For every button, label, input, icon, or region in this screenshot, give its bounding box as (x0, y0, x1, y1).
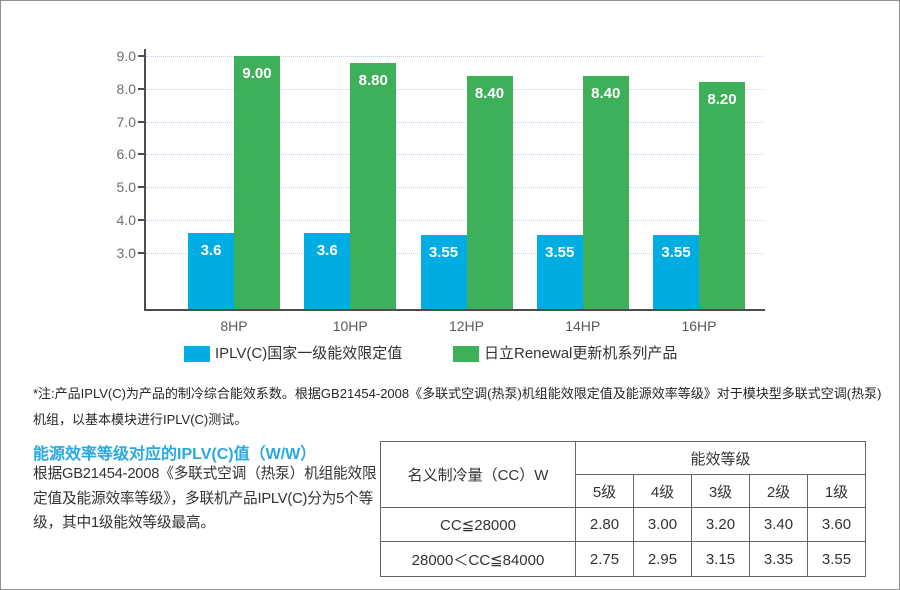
table-range-cell: CC≦28000 (380, 507, 576, 542)
section-body-line: 定值及能源效率等级》，多联机产品IPLV(C)分为5个等 (33, 490, 374, 507)
iplv-bar-chart: 9.0 8.0 7.0 6.0 5.0 4.0 3.0 3.6 9.00 8HP 3.6 8.80 10… (1, 1, 899, 362)
table-value-cell: 3.40 (749, 507, 808, 542)
footnote: *注:产品IPLV(C)为产品的制冷综合能效系数。根据GB21454-2008《… (33, 381, 881, 433)
x-axis-label: 14HP (565, 318, 601, 334)
bar-value-label: 3.55 (428, 243, 459, 261)
y-axis-line (144, 49, 146, 311)
table-level-header: 1级 (807, 474, 866, 508)
y-tick-label: 8.0 (116, 80, 136, 97)
bar-value-label: 3.6 (316, 242, 338, 260)
y-axis-tick (138, 251, 146, 254)
bar-value-label: 9.00 (242, 65, 272, 82)
y-axis-tick (138, 120, 146, 123)
table-level-header: 2级 (749, 474, 808, 508)
efficiency-table: 名义制冷量（CC）W 能效等级 5级 4级 3级 2级 1级 CC≦28000 … (380, 441, 866, 577)
bar-value-label: 8.80 (358, 71, 388, 89)
legend-item-renewal: 日立Renewal更新机系列产品 (453, 346, 677, 362)
section-body-line: 根据GB21454-2008《多联式空调（热泵）机组能效限 (33, 466, 377, 482)
bar-value-label: 3.55 (545, 243, 575, 261)
legend-item-limit: IPLV(C)国家一级能效限定值 (184, 346, 402, 362)
section-body: 根据GB21454-2008《多联式空调（热泵）机组能效限 定值及能源效率等级》… (33, 462, 377, 536)
section-title: 能源效率等级对应的IPLV(C)值（W/W） (33, 446, 317, 463)
bar-10hp-limit: 3.6 (304, 233, 351, 309)
bar-8hp-limit: 3.6 (188, 233, 234, 309)
bar-value-label: 8.40 (591, 84, 621, 102)
gridline (146, 88, 764, 90)
y-axis-tick (138, 55, 146, 57)
bar-12hp-renewal: 8.40 (466, 75, 513, 309)
y-tick-label: 6.0 (116, 146, 136, 163)
x-axis-label: 10HP (332, 318, 368, 334)
y-tick-label: 3.0 (116, 244, 136, 261)
y-tick-label: 7.0 (116, 113, 136, 130)
table-level-header: 4级 (633, 474, 692, 508)
legend-swatch-blue (184, 346, 210, 362)
y-tick-label: 5.0 (116, 179, 136, 196)
bar-14hp-limit: 3.55 (536, 234, 583, 309)
bar-value-label: 8.20 (707, 91, 737, 109)
y-axis-tick (138, 87, 146, 90)
gridline (146, 187, 764, 189)
bar-12hp-limit: 3.55 (420, 234, 467, 309)
bar-16hp-limit: 3.55 (653, 234, 699, 309)
table-level-header: 5级 (575, 474, 634, 508)
bar-8hp-renewal: 9.00 (234, 56, 280, 309)
table-value-cell: 3.60 (807, 507, 866, 542)
y-axis-tick (138, 186, 146, 189)
table-value-cell: 3.15 (691, 541, 750, 577)
table-row-header: 名义制冷量（CC）W (380, 441, 576, 508)
plot-area: 9.0 8.0 7.0 6.0 5.0 4.0 3.0 3.6 9.00 8HP 3.6 8.80 10… (117, 48, 764, 334)
legend-label: IPLV(C)国家一级能效限定值 (215, 345, 403, 362)
bar-14hp-renewal: 8.40 (582, 75, 629, 309)
y-axis-tick (138, 219, 146, 221)
table-range-cell: 28000＜CC≦84000 (380, 541, 576, 577)
gridline (146, 56, 764, 57)
table-value-cell: 2.95 (633, 541, 692, 577)
x-axis-line (144, 309, 765, 311)
bar-value-label: 3.6 (200, 242, 222, 260)
gridline (146, 154, 764, 156)
y-tick-label: 9.0 (116, 48, 136, 64)
y-axis-tick (138, 153, 146, 156)
table-value-cell: 3.55 (807, 541, 866, 577)
bar-value-label: 8.40 (474, 84, 505, 102)
footnote-line-2: 机组，以基本模块进行IPLV(C)测试。 (33, 412, 248, 427)
table-value-cell: 3.35 (749, 541, 808, 577)
table-level-header: 3级 (691, 474, 750, 508)
table-group-header: 能效等级 (575, 441, 866, 475)
x-axis-label: 8HP (220, 318, 248, 334)
bar-value-label: 3.55 (661, 243, 691, 261)
table-value-cell: 2.75 (575, 541, 634, 577)
x-axis-label: 16HP (681, 318, 717, 334)
bar-16hp-renewal: 8.20 (699, 82, 745, 309)
gridline (146, 220, 764, 221)
bar-10hp-renewal: 8.80 (350, 62, 397, 309)
y-tick-label: 4.0 (116, 212, 136, 228)
gridline (146, 121, 764, 123)
table-value-cell: 2.80 (575, 507, 634, 542)
table-value-cell: 3.20 (691, 507, 750, 542)
section-body-line: 级，其中1级能效等级最高。 (33, 515, 215, 532)
table-value-cell: 3.00 (633, 507, 692, 542)
legend-label: 日立Renewal更新机系列产品 (484, 345, 678, 362)
legend-swatch-green (453, 346, 479, 362)
x-axis-label: 12HP (448, 318, 485, 334)
footnote-line-1: *注:产品IPLV(C)为产品的制冷综合能效系数。根据GB21454-2008《… (33, 386, 882, 401)
